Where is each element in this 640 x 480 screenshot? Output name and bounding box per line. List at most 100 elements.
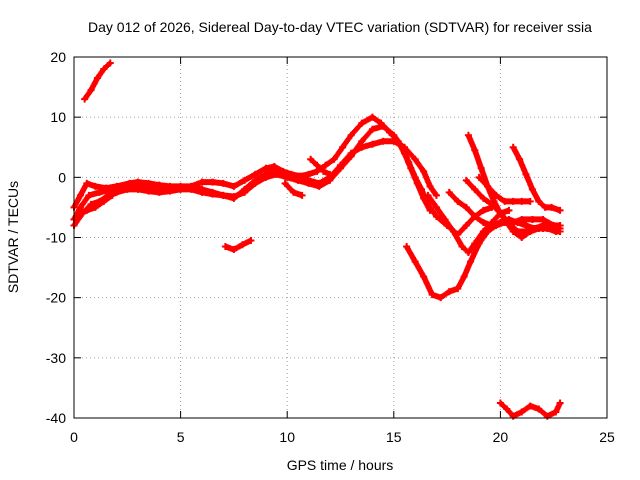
data-point: [548, 203, 556, 211]
data-point: [358, 137, 366, 145]
y-tick-label: 20: [50, 49, 66, 65]
data-point: [100, 65, 108, 73]
data-point: [445, 188, 453, 196]
data-point: [543, 412, 551, 420]
data-point: [368, 140, 376, 148]
data-point: [526, 227, 534, 235]
data-point: [479, 218, 487, 226]
data-point: [187, 185, 195, 193]
data-point: [319, 167, 327, 175]
data-point: [464, 249, 472, 257]
data-point: [505, 206, 513, 214]
data-point: [145, 187, 153, 195]
data-point: [390, 131, 398, 139]
data-point: [198, 188, 206, 196]
data-point: [294, 176, 302, 184]
data-point: [347, 152, 355, 160]
data-series-trace-15: [509, 143, 564, 214]
data-point: [273, 170, 281, 178]
data-point: [209, 190, 217, 198]
plot-frame: [73, 56, 608, 419]
data-point: [230, 182, 238, 190]
x-tick-label: 15: [386, 429, 402, 445]
y-tick-label: -20: [46, 290, 66, 306]
chart-title: Day 012 of 2026, Sidereal Day-to-day VTE…: [88, 19, 592, 35]
data-point: [479, 227, 487, 235]
data-point: [368, 113, 376, 121]
data-point: [462, 221, 470, 229]
data-point: [539, 215, 547, 223]
data-point: [313, 167, 321, 175]
data-point: [326, 170, 334, 178]
data-point: [543, 224, 551, 232]
data-point: [516, 155, 524, 163]
data-point: [522, 170, 530, 178]
data-point: [290, 188, 298, 196]
data-point: [535, 224, 543, 232]
data-point: [420, 273, 428, 281]
x-axis-label: GPS time / hours: [287, 457, 394, 473]
data-series-trace-8: [307, 155, 334, 178]
data-point: [337, 164, 344, 172]
data-point: [556, 206, 564, 214]
data-point: [83, 179, 91, 187]
data-point: [513, 218, 521, 226]
y-tick-label: 0: [58, 169, 66, 185]
data-point: [83, 206, 91, 214]
data-point: [528, 215, 536, 223]
data-point: [556, 227, 564, 235]
data-point: [76, 191, 84, 199]
data-point: [379, 122, 387, 130]
data-point: [432, 191, 440, 199]
data-point: [432, 203, 440, 211]
data-point: [91, 182, 99, 190]
data-point: [339, 143, 347, 151]
data-point: [526, 402, 534, 410]
data-point: [526, 197, 534, 205]
data-point: [509, 227, 517, 235]
data-point: [262, 164, 270, 172]
x-tick-label: 20: [493, 429, 509, 445]
data-point: [437, 294, 445, 302]
data-point: [134, 185, 142, 193]
data-series-trace-6: [221, 237, 255, 254]
data-point: [403, 243, 411, 251]
data-point: [230, 193, 238, 201]
data-point: [221, 243, 229, 251]
data-point: [535, 405, 543, 413]
data-point: [541, 203, 549, 211]
data-point: [488, 221, 496, 229]
data-point: [379, 137, 387, 145]
data-point: [81, 95, 89, 103]
data-point: [460, 273, 468, 281]
data-point: [155, 188, 163, 196]
data-point: [509, 197, 517, 205]
data-series-trace-4: [70, 122, 496, 238]
data-point: [518, 408, 526, 416]
data-point: [330, 155, 338, 163]
data-point: [405, 158, 413, 166]
data-point: [518, 197, 526, 205]
data-point: [509, 412, 517, 420]
data-series-trace-16: [496, 399, 564, 420]
data-series: [70, 59, 564, 420]
data-point: [315, 182, 323, 190]
data-point: [298, 191, 306, 199]
data-point: [428, 291, 436, 299]
data-point: [535, 197, 543, 205]
grid-lines: [74, 57, 607, 418]
data-point: [454, 197, 462, 205]
data-point: [522, 221, 530, 229]
data-point: [471, 240, 479, 248]
data-point: [166, 187, 174, 195]
data-point: [528, 185, 536, 193]
data-point: [454, 285, 462, 293]
data-point: [209, 178, 217, 186]
data-point: [238, 241, 246, 249]
data-series-trace-14: [475, 173, 534, 205]
data-point: [471, 185, 479, 193]
x-tick-label: 5: [177, 429, 185, 445]
data-point: [492, 191, 500, 199]
data-point: [411, 173, 419, 181]
data-point: [358, 119, 366, 127]
